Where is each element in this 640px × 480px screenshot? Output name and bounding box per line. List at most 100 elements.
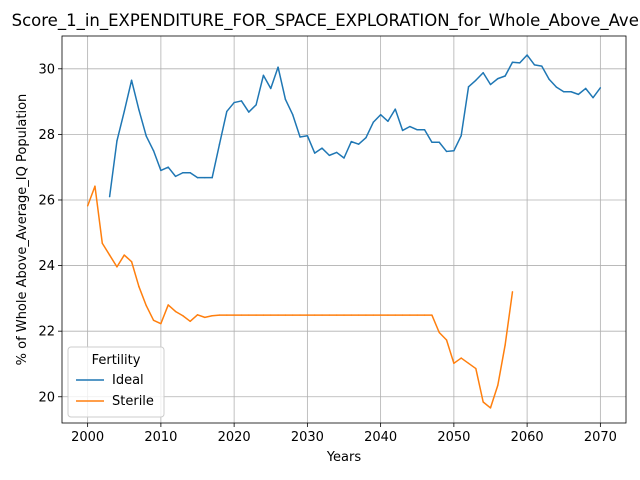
plot-frame — [61, 35, 627, 424]
data-point-ideal — [306, 135, 309, 137]
data-point-ideal — [284, 98, 287, 101]
data-point-sterile — [240, 314, 243, 316]
data-point-sterile — [401, 314, 404, 316]
data-point-ideal — [497, 77, 499, 80]
data-point-sterile — [211, 315, 213, 317]
data-point-sterile — [182, 315, 184, 317]
data-point-ideal — [548, 78, 550, 80]
data-point-ideal — [394, 108, 396, 110]
data-point-ideal — [533, 64, 536, 66]
y-axis-label: % of Whole Above_Average_IQ Population — [15, 94, 30, 366]
data-point-sterile — [372, 314, 374, 316]
data-point-sterile — [108, 254, 111, 256]
data-point-sterile — [431, 314, 433, 316]
x-tick-label: 2000 — [71, 430, 104, 445]
data-point-sterile — [394, 314, 396, 316]
data-point-ideal — [599, 87, 602, 89]
legend: Fertility Ideal Sterile — [67, 346, 165, 418]
data-point-ideal — [585, 87, 587, 90]
data-point-sterile — [350, 314, 353, 316]
data-point-sterile — [116, 266, 118, 268]
data-point-sterile — [277, 314, 279, 316]
data-point-ideal — [218, 143, 221, 145]
data-point-ideal — [541, 65, 543, 67]
data-point-sterile — [138, 285, 140, 288]
data-point-sterile — [416, 314, 418, 316]
y-tick-label: 24 — [38, 259, 55, 274]
data-point-ideal — [189, 172, 191, 174]
data-point-ideal — [248, 111, 250, 113]
data-point-ideal — [328, 154, 331, 157]
data-point-sterile — [467, 362, 470, 365]
y-tick-label: 30 — [38, 62, 55, 77]
data-point-sterile — [255, 314, 257, 316]
y-tick-label: 22 — [38, 325, 55, 340]
x-tick-label: 2060 — [511, 430, 544, 445]
data-point-sterile — [460, 357, 462, 359]
axis-ticks: 2000 2010 2020 2030 2040 2050 2060 2070 20 22 24 26… — [38, 62, 616, 445]
data-point-sterile — [321, 314, 323, 316]
data-point-sterile — [94, 185, 96, 187]
legend-label-sterile: Sterile — [112, 394, 154, 409]
data-point-sterile — [299, 314, 301, 316]
data-point-sterile — [204, 316, 206, 319]
data-point-ideal — [460, 135, 462, 137]
data-point-ideal — [270, 87, 272, 90]
data-point-sterile — [152, 319, 155, 322]
data-point-sterile — [335, 314, 338, 316]
data-point-ideal — [555, 86, 558, 88]
data-point-ideal — [467, 86, 470, 88]
x-tick-label: 2050 — [437, 430, 470, 445]
data-point-ideal — [482, 72, 484, 74]
data-point-ideal — [182, 172, 184, 174]
data-point-ideal — [123, 110, 125, 113]
data-point-ideal — [174, 175, 177, 178]
data-point-sterile — [123, 254, 125, 256]
data-point-sterile — [475, 367, 477, 370]
data-point-sterile — [262, 314, 265, 316]
data-point-ideal — [343, 157, 345, 159]
legend-box — [67, 346, 165, 418]
data-point-ideal — [130, 79, 133, 81]
data-point-sterile — [365, 314, 367, 316]
data-point-ideal — [489, 83, 492, 86]
data-point-sterile — [270, 314, 272, 316]
data-point-ideal — [211, 176, 213, 179]
data-point-ideal — [299, 136, 301, 138]
data-point-ideal — [511, 61, 514, 63]
data-point-ideal — [108, 196, 111, 198]
y-tick-label: 20 — [38, 390, 55, 405]
data-point-ideal — [292, 114, 294, 116]
data-point-sterile — [343, 314, 345, 316]
data-point-sterile — [379, 314, 382, 316]
data-point-ideal — [314, 152, 316, 154]
data-point-ideal — [240, 100, 243, 102]
data-point-sterile — [357, 314, 360, 316]
data-point-sterile — [248, 314, 250, 316]
data-point-ideal — [335, 151, 338, 154]
data-point-ideal — [365, 136, 367, 139]
data-point-sterile — [196, 314, 199, 316]
data-point-ideal — [379, 114, 382, 116]
legend-entries: Ideal Sterile — [76, 373, 154, 409]
data-point-sterile — [328, 314, 331, 316]
data-point-sterile — [511, 291, 514, 293]
data-point-sterile — [218, 314, 221, 316]
data-point-ideal — [577, 93, 580, 96]
data-point-ideal — [138, 109, 140, 111]
data-point-sterile — [489, 407, 492, 409]
data-point-sterile — [438, 331, 440, 334]
data-point-ideal — [196, 176, 199, 179]
data-point-sterile — [145, 304, 147, 307]
data-point-ideal — [357, 143, 360, 145]
data-point-ideal — [423, 129, 426, 131]
data-point-ideal — [475, 79, 477, 81]
x-axis-label: Years — [326, 450, 362, 465]
series-line-ideal — [108, 54, 601, 197]
data-point-ideal — [350, 140, 353, 143]
data-point-sterile — [189, 320, 191, 323]
data-point-ideal — [145, 135, 147, 137]
data-point-ideal — [372, 121, 374, 123]
chart-title: Score_1_in_EXPENDITURE_FOR_SPACE_EXPLORA… — [12, 11, 640, 31]
